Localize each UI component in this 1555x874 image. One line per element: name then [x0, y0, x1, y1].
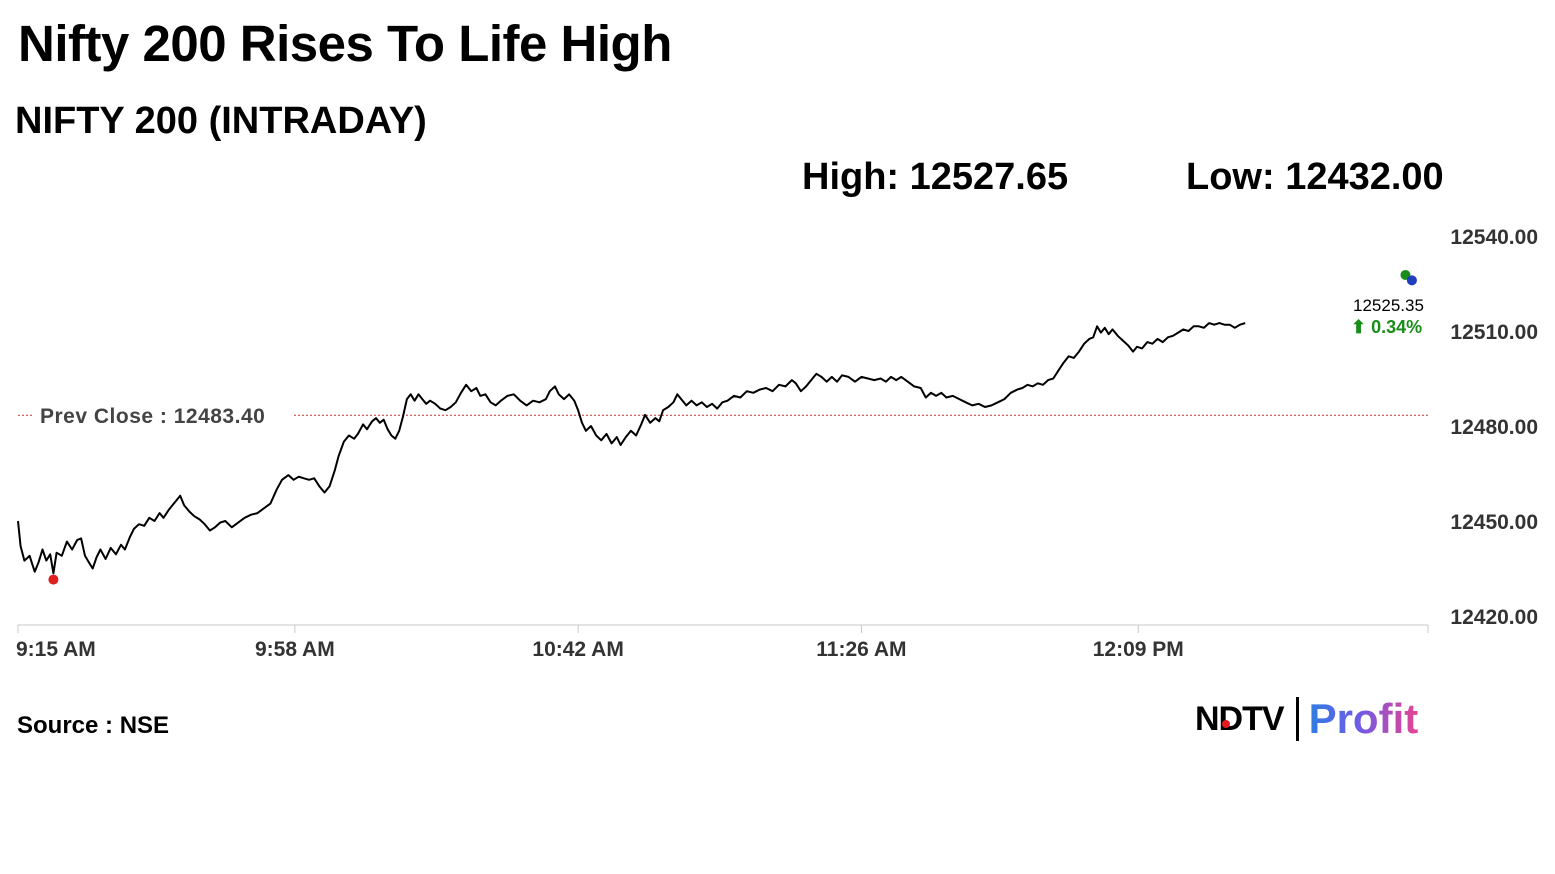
logo-ndtv-text: NDTV	[1195, 699, 1285, 738]
x-tick-label: 10:42 AM	[532, 638, 623, 661]
price-series-line	[17, 322, 1246, 575]
current-value-marker	[1406, 275, 1417, 286]
x-tick-label: 9:58 AM	[255, 638, 335, 661]
change-label: ⬆ 0.34%	[1351, 317, 1422, 337]
day-low-marker	[48, 574, 59, 585]
ndtv-profit-logo: NDTV Profit	[1195, 695, 1419, 742]
source-note: Source : NSE	[17, 712, 170, 739]
y-tick-label: 12450.00	[1450, 511, 1538, 534]
x-tick-label: 11:26 AM	[816, 638, 906, 661]
chart-headline: Nifty 200 Rises To Life High	[18, 15, 672, 72]
y-tick-label: 12540.00	[1450, 226, 1538, 249]
y-tick-label: 12510.00	[1450, 321, 1538, 344]
prev-close-label: Prev Close : 12483.40	[40, 405, 265, 428]
low-stat: Low: 12432.00	[1186, 156, 1444, 198]
y-tick-label: 12420.00	[1450, 606, 1538, 629]
x-tick-label: 9:15 AM	[16, 638, 96, 661]
logo-profit-text: Profit	[1308, 695, 1419, 742]
chart-subtitle: NIFTY 200 (INTRADAY)	[15, 100, 427, 142]
y-tick-label: 12480.00	[1450, 416, 1538, 439]
last-value-label: 12525.35	[1353, 296, 1424, 315]
prev-close-label-bg	[34, 400, 292, 429]
logo-red-dot	[1222, 719, 1230, 728]
high-stat: High: 12527.65	[802, 156, 1069, 198]
x-tick-label: 12:09 PM	[1093, 638, 1184, 661]
logo-divider	[1295, 697, 1299, 741]
